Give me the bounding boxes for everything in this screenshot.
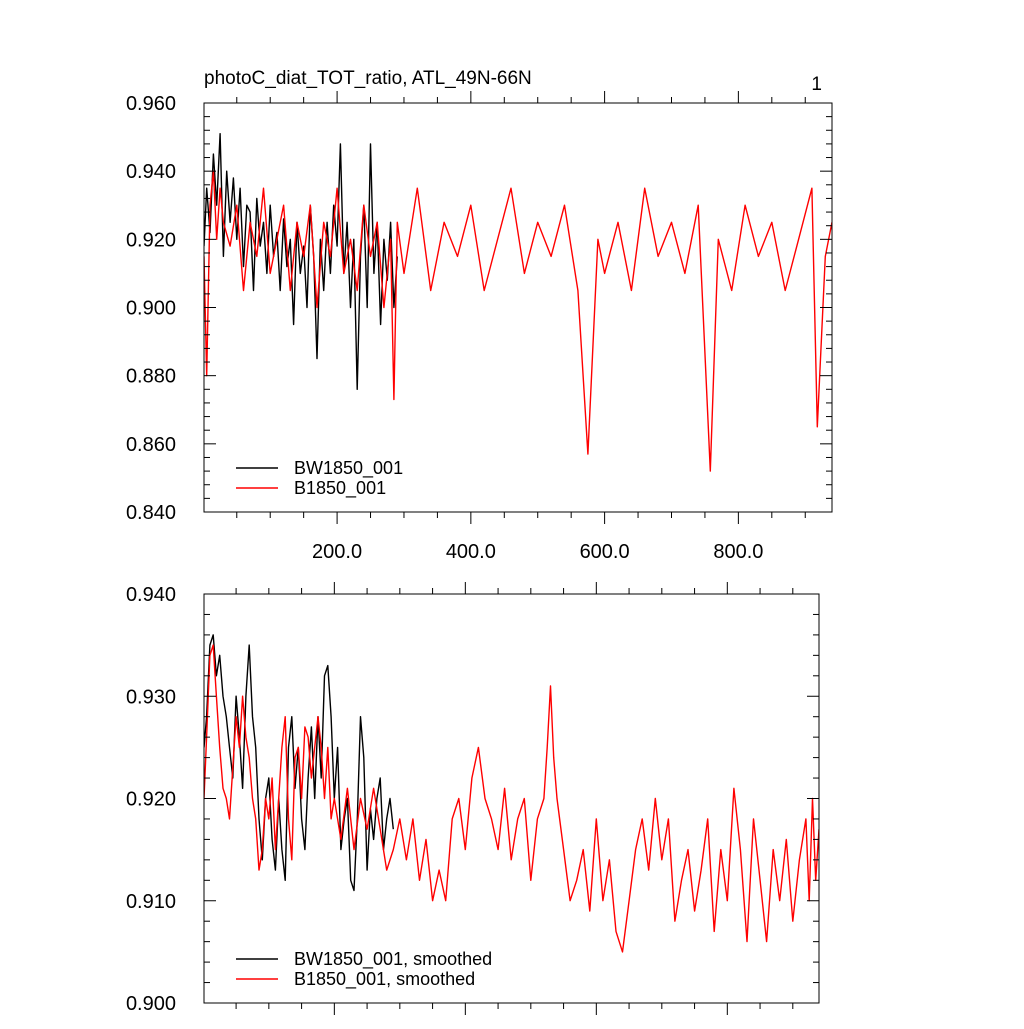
y-tick-label: 0.900 xyxy=(126,993,176,1015)
chart-panel-2: 0.900 0.910 0.920 0.930 0.940 BW1850_001, smo… xyxy=(126,582,820,1015)
x-tick-label: 800.0 xyxy=(713,541,763,563)
panel-number: 1 xyxy=(811,74,822,95)
y-tick-label: 0.920 xyxy=(126,789,176,811)
legend-label: BW1850_001, smoothed xyxy=(294,949,492,970)
y-tick-label: 0.900 xyxy=(126,298,176,320)
legend-label: BW1850_001 xyxy=(294,458,403,479)
chart-panel-1: 0.840 0.860 0.880 0.900 0.920 0.940 0.960 200.0… xyxy=(126,91,833,563)
plot-frame xyxy=(203,593,820,1004)
chart-title: photoC_diat_TOT_ratio, ATL_49N-66N xyxy=(204,68,532,89)
series-line-2-2 xyxy=(204,644,819,953)
y-tick-label: 0.880 xyxy=(126,366,176,388)
y-tick-label: 0.960 xyxy=(126,93,176,115)
y-tick-label: 0.910 xyxy=(126,891,176,913)
series-line-1-1 xyxy=(204,133,398,390)
x-tick-label: 600.0 xyxy=(580,541,630,563)
y-tick-label: 0.940 xyxy=(126,584,176,606)
legend-label: B1850_001, smoothed xyxy=(294,969,475,990)
series-line-1-2 xyxy=(204,170,832,472)
plot-frame xyxy=(203,102,833,513)
y-tick-label: 0.930 xyxy=(126,686,176,708)
x-tick-label: 400.0 xyxy=(446,541,496,563)
y-tick-label: 0.940 xyxy=(126,161,176,183)
y-tick-label: 0.840 xyxy=(126,502,176,524)
legend-label: B1850_001 xyxy=(294,478,386,499)
y-tick-label: 0.920 xyxy=(126,229,176,251)
y-tick-label: 0.860 xyxy=(126,434,176,456)
x-tick-label: 200.0 xyxy=(312,541,362,563)
